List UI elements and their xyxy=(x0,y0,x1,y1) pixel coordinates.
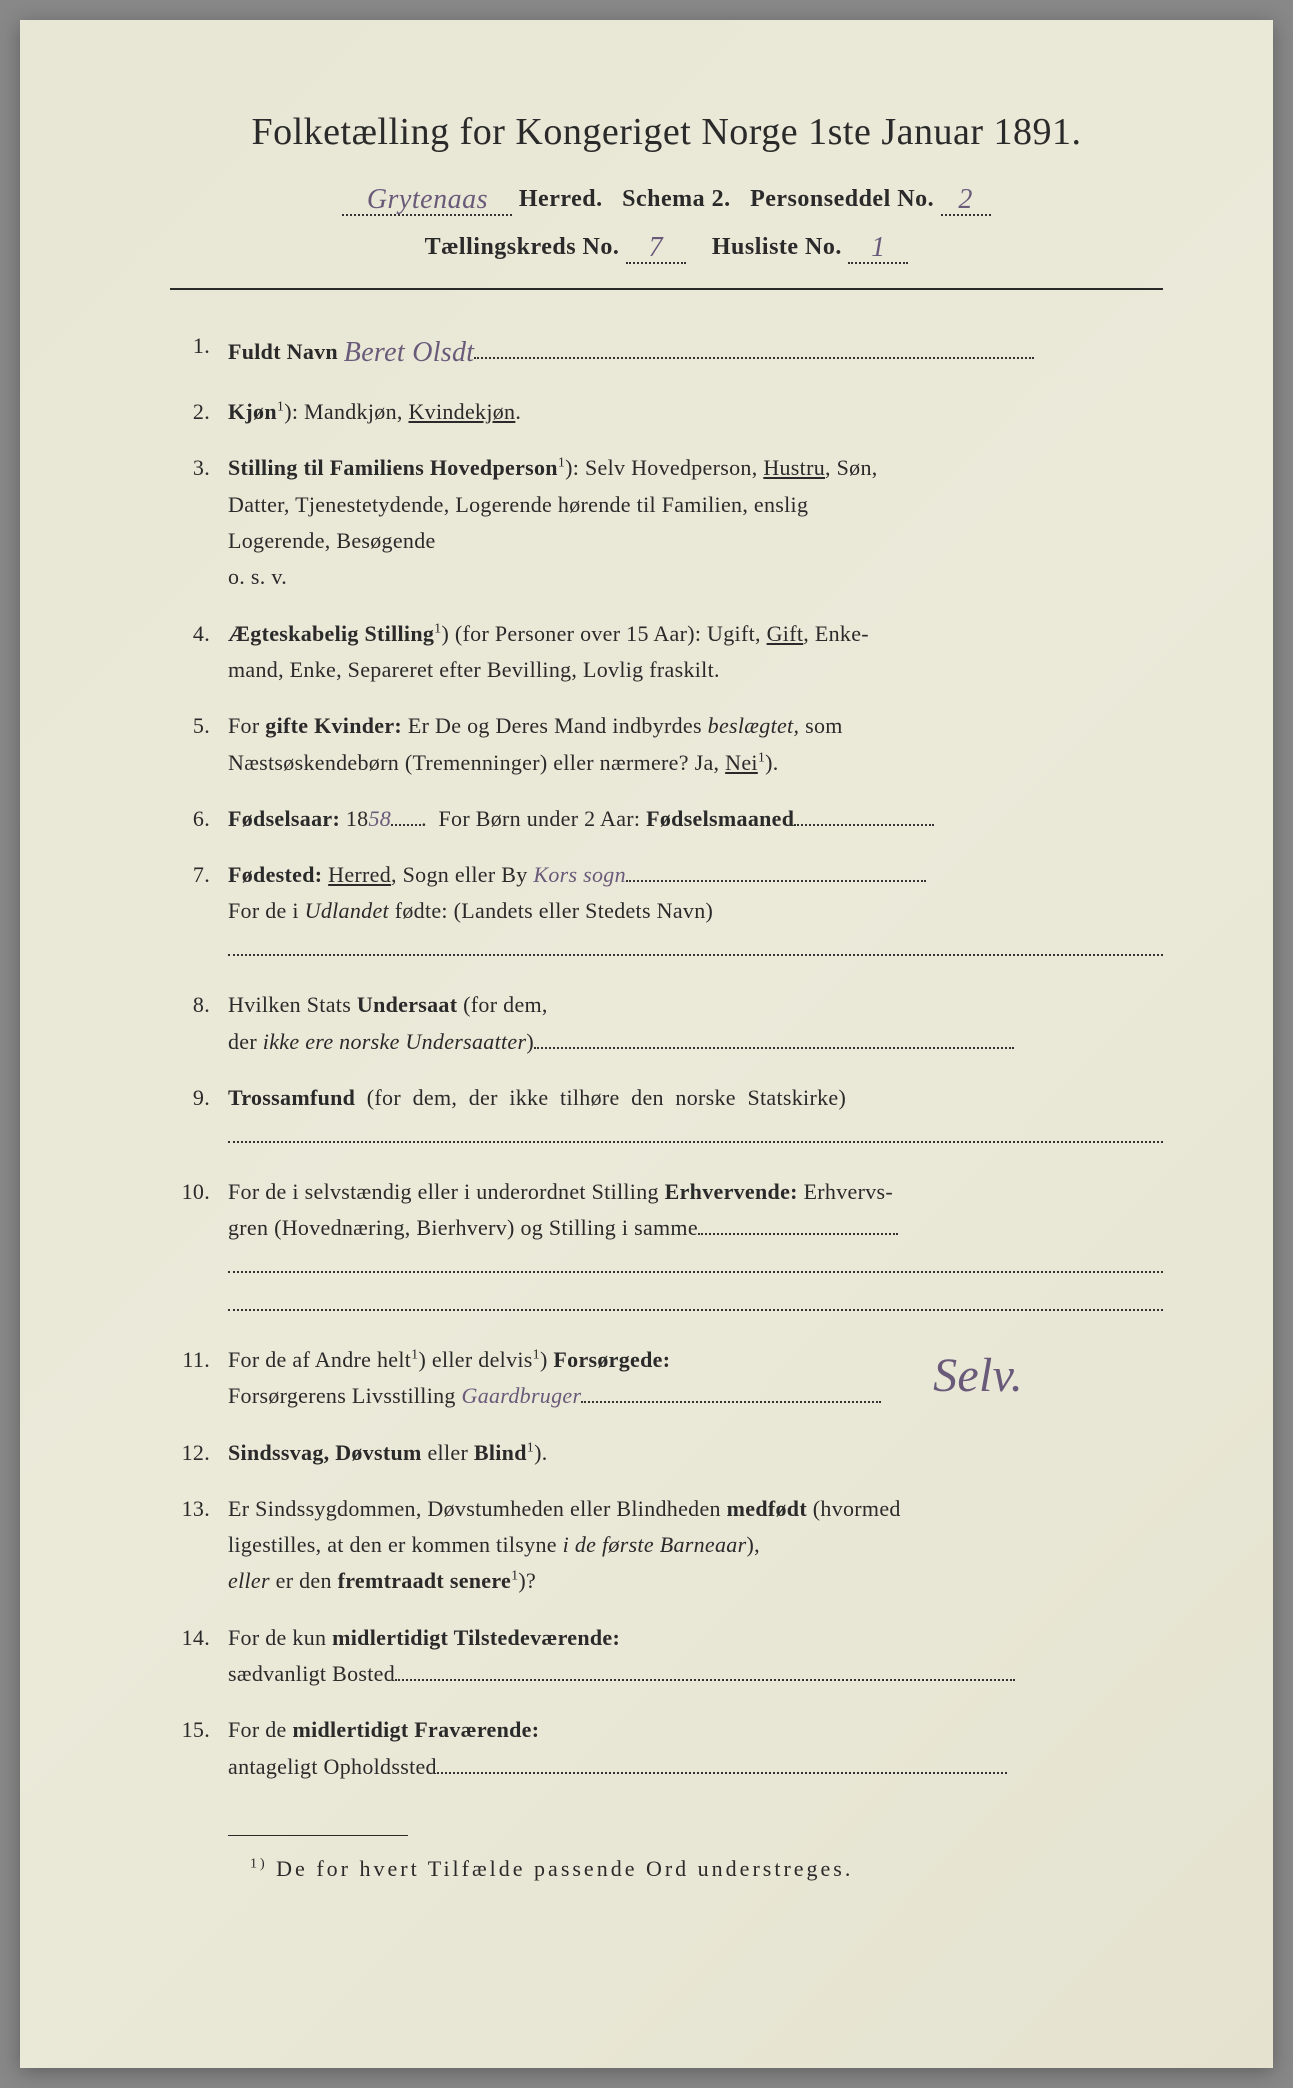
item-body: Er Sindssygdommen, Døvstumheden eller Bl… xyxy=(228,1491,1163,1600)
form-item: 15.For de midlertidigt Fraværende:antage… xyxy=(170,1712,1163,1785)
item-body: Ægteskabelig Stilling1) (for Personer ov… xyxy=(228,616,1163,689)
item-body: For de kun midlertidigt Tilstedeværende:… xyxy=(228,1620,1163,1693)
form-items: 1.Fuldt Navn Beret Olsdt2.Kjøn1): Mandkj… xyxy=(170,328,1163,1785)
footnote-marker: 1) xyxy=(250,1857,268,1872)
item-body: Fødested: Herred, Sogn eller By Kors sog… xyxy=(228,857,1163,967)
herred-label: Herred. xyxy=(519,186,603,212)
footnote-divider xyxy=(228,1835,408,1836)
herred-handwritten: Grytenaas xyxy=(367,184,488,215)
margin-handwritten: Selv. xyxy=(933,1336,1023,1415)
item-label: Fuldt Navn xyxy=(228,339,338,364)
header-divider xyxy=(170,288,1163,290)
item-number: 6. xyxy=(170,801,228,837)
item-number: 5. xyxy=(170,708,228,781)
header-line-2: Tællingskreds No. 7 Husliste No. 1 xyxy=(170,230,1163,264)
item-number: 12. xyxy=(170,1435,228,1471)
form-item: 10.For de i selvstændig eller i underord… xyxy=(170,1174,1163,1322)
item-body: Sindssvag, Døvstum eller Blind1). xyxy=(228,1435,1163,1471)
form-item: 7.Fødested: Herred, Sogn eller By Kors s… xyxy=(170,857,1163,967)
form-item: 3.Stilling til Familiens Hovedperson1): … xyxy=(170,450,1163,595)
form-item: 4.Ægteskabelig Stilling1) (for Personer … xyxy=(170,616,1163,689)
item-number: 13. xyxy=(170,1491,228,1600)
kreds-label: Tællingskreds No. xyxy=(425,234,620,260)
form-item: 5.For gifte Kvinder: Er De og Deres Mand… xyxy=(170,708,1163,781)
form-item: 1.Fuldt Navn Beret Olsdt xyxy=(170,328,1163,374)
item-body: Fødselsaar: 1858. For Børn under 2 Aar: … xyxy=(228,801,1163,837)
item-body: Trossamfund (for dem, der ikke tilhøre d… xyxy=(228,1080,1163,1154)
item-body: For gifte Kvinder: Er De og Deres Mand i… xyxy=(228,708,1163,781)
item-number: 14. xyxy=(170,1620,228,1693)
footnote-text: De for hvert Tilfælde passende Ord under… xyxy=(276,1856,853,1881)
item-number: 11. xyxy=(170,1342,228,1415)
form-item: 11.Selv.For de af Andre helt1) eller del… xyxy=(170,1342,1163,1415)
item-number: 8. xyxy=(170,987,228,1060)
item-number: 3. xyxy=(170,450,228,595)
dotted-fill xyxy=(474,357,1034,359)
schema-label: Schema 2. xyxy=(622,186,731,212)
item-number: 7. xyxy=(170,857,228,967)
item-number: 15. xyxy=(170,1712,228,1785)
husliste-no: 1 xyxy=(871,232,886,263)
item-handwritten-value: Beret Olsdt xyxy=(344,337,475,368)
form-item: 12.Sindssvag, Døvstum eller Blind1). xyxy=(170,1435,1163,1471)
form-item: 6.Fødselsaar: 1858. For Børn under 2 Aar… xyxy=(170,801,1163,837)
kreds-no: 7 xyxy=(649,232,664,263)
personseddel-no: 2 xyxy=(958,184,973,215)
item-body: For de i selvstændig eller i underordnet… xyxy=(228,1174,1163,1322)
header-line-1: Grytenaas Herred. Schema 2. Personseddel… xyxy=(170,182,1163,216)
item-body: Kjøn1): Mandkjøn, Kvindekjøn. xyxy=(228,394,1163,430)
form-item: 13.Er Sindssygdommen, Døvstumheden eller… xyxy=(170,1491,1163,1600)
form-item: 8.Hvilken Stats Undersaat (for dem,der i… xyxy=(170,987,1163,1060)
form-item: 9.Trossamfund (for dem, der ikke tilhøre… xyxy=(170,1080,1163,1154)
form-title: Folketælling for Kongeriget Norge 1ste J… xyxy=(170,110,1163,154)
husliste-label: Husliste No. xyxy=(712,234,842,260)
item-number: 2. xyxy=(170,394,228,430)
item-number: 1. xyxy=(170,328,228,374)
item-body: Hvilken Stats Undersaat (for dem,der ikk… xyxy=(228,987,1163,1060)
item-number: 9. xyxy=(170,1080,228,1154)
form-item: 14.For de kun midlertidigt Tilstedeværen… xyxy=(170,1620,1163,1693)
item-body: Stilling til Familiens Hovedperson1): Se… xyxy=(228,450,1163,595)
item-body: Fuldt Navn Beret Olsdt xyxy=(228,328,1163,374)
footnote: 1) De for hvert Tilfælde passende Ord un… xyxy=(250,1856,1163,1882)
personseddel-label: Personseddel No. xyxy=(750,186,934,212)
item-body: For de midlertidigt Fraværende:antagelig… xyxy=(228,1712,1163,1785)
form-item: 2.Kjøn1): Mandkjøn, Kvindekjøn. xyxy=(170,394,1163,430)
item-number: 4. xyxy=(170,616,228,689)
item-number: 10. xyxy=(170,1174,228,1322)
census-form-page: Folketælling for Kongeriget Norge 1ste J… xyxy=(20,20,1273,2068)
